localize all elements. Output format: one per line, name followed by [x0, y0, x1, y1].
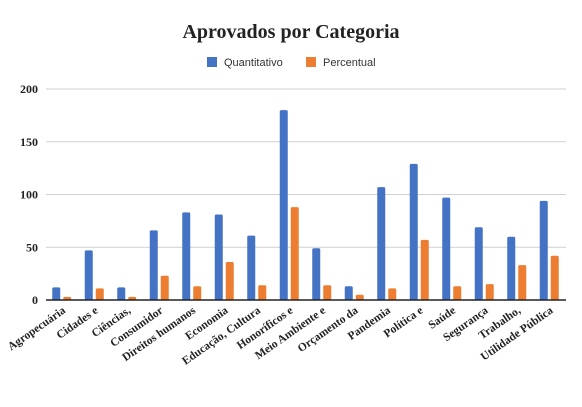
bar-quantitativo: [312, 248, 321, 300]
bar-percentual: [258, 285, 267, 300]
y-tick-label: 200: [20, 82, 38, 96]
bar-quantitativo: [507, 236, 516, 300]
bar-percentual: [225, 262, 234, 300]
y-tick-label: 0: [32, 293, 38, 307]
bar-percentual: [193, 286, 202, 300]
bar-quantitativo: [539, 200, 548, 300]
legend: Quantitativo Percentual: [207, 57, 376, 69]
bar-percentual: [160, 275, 169, 300]
bar-quantitativo: [344, 286, 353, 300]
bar-percentual: [420, 239, 429, 300]
bar-quantitativo: [117, 287, 126, 300]
bar-quantitativo: [149, 230, 158, 300]
bar-percentual: [388, 288, 397, 300]
bar-quantitativo: [52, 287, 61, 300]
bar-percentual: [323, 285, 332, 300]
bar-quantitativo: [377, 187, 386, 300]
bar-quantitativo: [442, 197, 451, 300]
bar-percentual: [290, 207, 299, 300]
bar-percentual: [485, 284, 494, 300]
legend-swatch: [207, 57, 217, 67]
bar-quantitativo: [182, 212, 191, 300]
y-tick-label: 150: [20, 135, 38, 149]
bar-quantitativo: [84, 250, 93, 300]
bar-quantitativo: [409, 163, 418, 300]
bar-quantitativo: [247, 235, 256, 300]
bar-percentual: [128, 296, 137, 300]
legend-swatch: [306, 57, 316, 67]
bar-percentual: [453, 286, 462, 300]
bar-quantitativo: [279, 110, 288, 300]
bar-quantitativo: [214, 214, 223, 300]
gridlines: [46, 88, 566, 248]
legend-label: Percentual: [323, 57, 376, 69]
bar-percentual: [95, 288, 104, 300]
y-tick-label: 50: [26, 240, 38, 254]
bar-quantitativo: [474, 227, 483, 300]
bar-percentual: [550, 255, 559, 300]
bars: [52, 110, 559, 300]
y-axis-ticks: 0 50 100 150 200: [20, 82, 38, 307]
chart-title: Aprovados por Categoria: [182, 21, 399, 43]
bar-percentual: [518, 265, 527, 300]
legend-label: Quantitativo: [224, 57, 283, 69]
y-tick-label: 100: [20, 188, 38, 202]
bar-percentual: [63, 296, 72, 300]
bar-percentual: [355, 294, 364, 300]
